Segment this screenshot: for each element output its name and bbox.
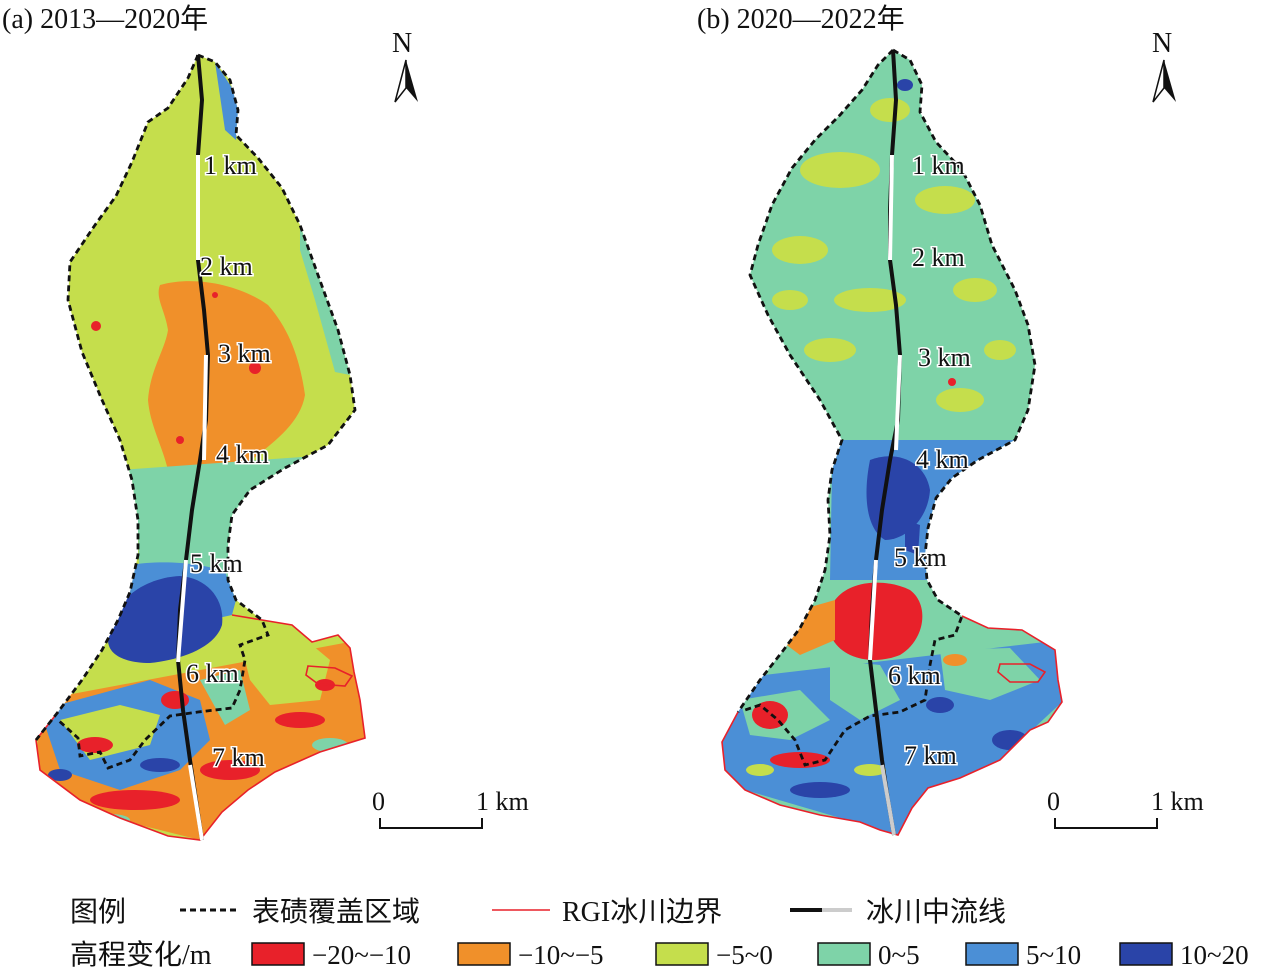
- map-figure: 1 km 2 km 3 km 4 km 5 km 6 km 7 km (a) 2…: [2, 3, 1204, 841]
- north-arrow-icon: N: [1152, 28, 1176, 103]
- legend-class-swatch: [1119, 942, 1173, 966]
- svg-text:N: N: [1152, 28, 1172, 59]
- dist-mark-a-5: 5 km: [190, 549, 243, 578]
- panel-a-map: [34, 53, 366, 841]
- legend: 图例 表碛覆盖区域 RGI冰川边界 冰川中流线 高程变化/m −20~−10 −1…: [0, 885, 1270, 977]
- scale-bar: 0 1 km: [1047, 787, 1204, 829]
- dist-mark-a-6: 6 km: [186, 659, 239, 688]
- dist-mark-b-1: 1 km: [912, 151, 965, 180]
- legend-debris-label: 表碛覆盖区域: [252, 896, 420, 928]
- legend-class-label: 5~10: [1026, 940, 1081, 970]
- legend-class-swatch: [251, 942, 305, 966]
- svg-text:0: 0: [372, 787, 385, 816]
- legend-class-swatch: [457, 942, 511, 966]
- legend-title: 图例: [70, 896, 126, 928]
- panel-b-label: (b) 2020—2022年: [697, 3, 905, 35]
- legend-flowline-label: 冰川中流线: [866, 896, 1006, 928]
- dist-mark-b-5: 5 km: [894, 543, 947, 572]
- north-arrow-icon: N: [392, 28, 418, 103]
- legend-elev-title: 高程变化/m: [70, 939, 212, 971]
- dist-mark-a-1: 1 km: [204, 151, 257, 180]
- dist-mark-a-4: 4 km: [216, 440, 269, 469]
- dist-mark-b-6: 6 km: [888, 661, 941, 690]
- legend-class-swatch: [655, 942, 709, 966]
- dist-mark-b-7: 7 km: [904, 741, 957, 770]
- legend-class-swatch: [965, 942, 1019, 966]
- legend-class-label: 0~5: [878, 940, 920, 970]
- legend-class-label: 10~20: [1180, 940, 1249, 970]
- scale-bar: 0 1 km: [372, 787, 529, 829]
- panel-a-label: (a) 2013—2020年: [2, 3, 208, 35]
- dist-mark-b-4: 4 km: [916, 445, 969, 474]
- svg-text:N: N: [392, 28, 412, 59]
- svg-text:1 km: 1 km: [1151, 787, 1204, 816]
- dist-mark-a-3: 3 km: [218, 339, 271, 368]
- legend-class-swatch: [817, 942, 871, 966]
- svg-text:0: 0: [1047, 787, 1060, 816]
- legend-rgi-label: RGI冰川边界: [562, 896, 722, 928]
- dist-mark-a-2: 2 km: [200, 252, 253, 281]
- legend-class-label: −10~−5: [518, 940, 604, 970]
- svg-text:1 km: 1 km: [476, 787, 529, 816]
- legend-class-label: −5~0: [716, 940, 773, 970]
- legend-class-label: −20~−10: [312, 940, 411, 970]
- dist-mark-a-7: 7 km: [212, 743, 265, 772]
- dist-mark-b-3: 3 km: [918, 343, 971, 372]
- dist-mark-b-2: 2 km: [912, 243, 965, 272]
